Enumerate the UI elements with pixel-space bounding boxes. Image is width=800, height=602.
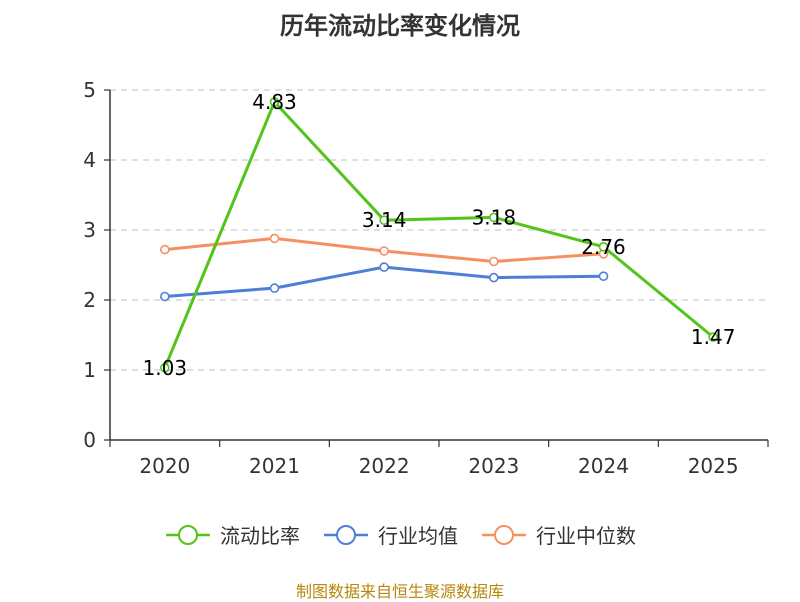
x-tick-label: 2022 bbox=[359, 454, 410, 478]
x-tick-label: 2025 bbox=[688, 454, 739, 478]
series-line bbox=[163, 100, 715, 369]
legend-marker-icon bbox=[166, 524, 210, 545]
data-label: 4.83 bbox=[252, 90, 297, 114]
x-tick-label: 2023 bbox=[468, 454, 519, 478]
data-label: 3.14 bbox=[362, 208, 407, 232]
data-point bbox=[489, 256, 499, 267]
source-note: 制图数据来自恒生聚源数据库 bbox=[295, 582, 504, 601]
chart-title: 历年流动比率变化情况 bbox=[280, 12, 520, 40]
data-point bbox=[269, 97, 280, 107]
data-point bbox=[269, 233, 280, 244]
data-point bbox=[160, 363, 170, 373]
data-point bbox=[160, 291, 170, 302]
data-label: 2.76 bbox=[581, 235, 626, 259]
data-point bbox=[598, 271, 609, 282]
data-point bbox=[489, 272, 499, 283]
data-point bbox=[708, 332, 718, 342]
legend-item-industry-median[interactable]: 行业中位数 bbox=[480, 520, 636, 549]
data-point bbox=[598, 242, 609, 252]
legend-label: 行业中位数 bbox=[536, 524, 636, 548]
data-point bbox=[489, 212, 499, 223]
y-tick-label: 4 bbox=[83, 148, 96, 172]
y-tick-label: 3 bbox=[83, 218, 96, 242]
data-point bbox=[379, 262, 389, 272]
data-point bbox=[269, 283, 280, 293]
legend-marker-icon bbox=[482, 524, 526, 545]
y-tick-label: 2 bbox=[83, 288, 96, 312]
data-label: 1.03 bbox=[143, 356, 188, 380]
x-tick-label: 2020 bbox=[139, 454, 190, 478]
data-point bbox=[379, 246, 389, 256]
legend-item-current-ratio[interactable]: 流动比率 bbox=[164, 520, 300, 549]
legend-item-industry-average[interactable]: 行业均值 bbox=[322, 520, 458, 549]
axes: 0 1 2 3 4 5 2020 2021 2022 2023 2024 2025 bbox=[83, 78, 769, 478]
data-point bbox=[379, 215, 389, 225]
legend-label: 行业均值 bbox=[378, 524, 458, 548]
y-tick-label: 0 bbox=[83, 428, 96, 452]
legend-label: 流动比率 bbox=[220, 524, 300, 548]
legend-marker-icon bbox=[324, 524, 368, 545]
x-tick-label: 2024 bbox=[578, 454, 629, 478]
y-tick-label: 1 bbox=[83, 358, 96, 382]
series-lines bbox=[160, 97, 718, 373]
data-label: 3.18 bbox=[472, 205, 517, 229]
data-point bbox=[160, 244, 170, 255]
legend: 流动比率 行业均值 行业中位数 bbox=[0, 520, 800, 549]
gridlines bbox=[110, 89, 768, 371]
data-labels: 1.03 4.83 3.14 3.18 2.76 1.47 bbox=[143, 90, 736, 380]
y-tick-label: 5 bbox=[83, 78, 96, 102]
x-tick-label: 2021 bbox=[249, 454, 300, 478]
data-label: 1.47 bbox=[691, 325, 736, 349]
